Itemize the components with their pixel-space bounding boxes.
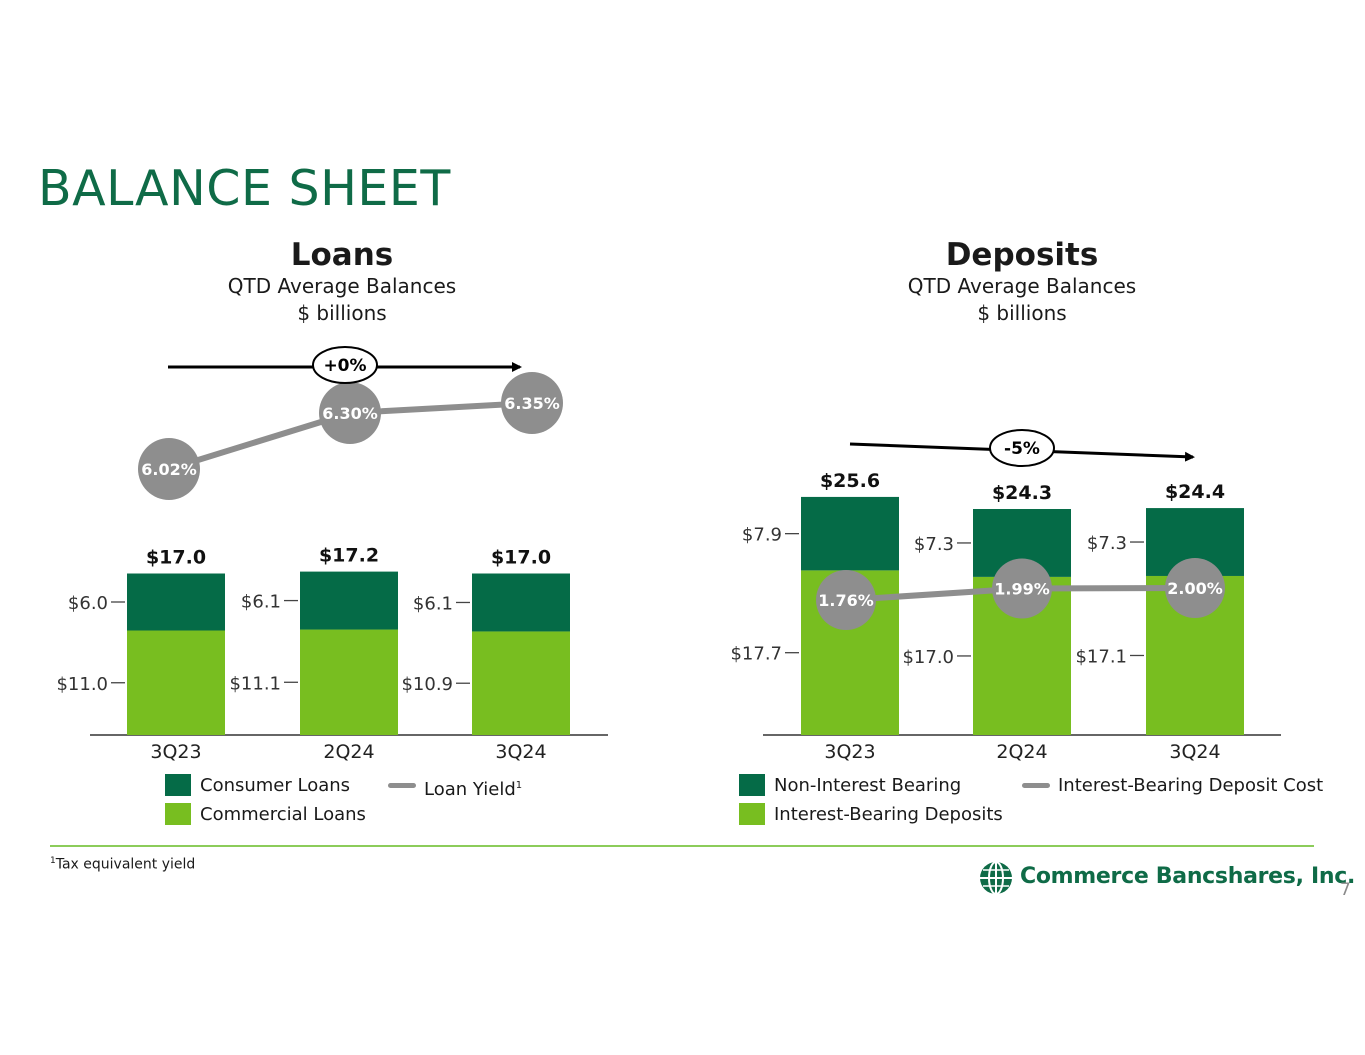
bar-segment-consumer-loans [300,571,398,630]
change-badge-label: -5% [1004,439,1040,459]
segment-value-label: $17.0 [902,647,954,668]
bar-total-label: $17.2 [319,545,379,567]
bar-total-label: $24.3 [992,482,1052,504]
bar-total-label: $17.0 [491,547,551,569]
globe-icon [980,861,1012,895]
line-point [138,438,200,500]
deposits-subtitle-1: QTD Average Balances [907,274,1137,298]
segment-value-label: $17.1 [1075,646,1127,667]
line-point [1165,558,1225,618]
legend-label: Loan Yield1 [424,774,522,802]
line-point-label: 1.76% [818,591,874,610]
bar-segment-commercial-loans [300,629,398,735]
page-title: BALANCE SHEET [38,160,451,217]
x-tick-label: 2Q24 [323,741,374,763]
line-point-label: 1.99% [994,580,1050,599]
bar-segment-commercial-loans [472,631,570,735]
x-tick-label: 3Q23 [150,741,201,763]
segment-value-label: $11.1 [229,673,281,694]
segment-value-label: $11.0 [56,674,108,695]
segment-value-label: $6.0 [68,593,108,614]
line-point [501,372,563,434]
line-point [992,558,1052,619]
legend-label: Non-Interest Bearing [774,775,962,796]
loans-header: Loans QTD Average Balances $ billions [142,237,542,327]
change-badge [312,346,378,384]
loans-chart: $11.0 $6.0 $17.0 3Q23 $11.1 $6.1 $17.2 2Q24 $10.… [56,346,608,763]
bar-segment-consumer-loans [127,573,225,631]
legend-yield-sup: 1 [515,780,523,791]
footnote: 1Tax equivalent yield [50,856,195,873]
x-tick-label: 2Q24 [996,741,1047,763]
segment-value-label: $6.1 [241,592,281,613]
loans-title: Loans [290,237,394,273]
legend-swatch-light [739,803,765,825]
legend-line-gray [388,783,416,788]
legend-label: Interest-Bearing Deposit Cost [1058,775,1324,796]
deposits-chart: $17.7 $7.9 $25.6 3Q23 $17.0 $7.3 $24.3 2Q24 $17.… [730,429,1281,763]
line-point [319,382,381,444]
legend-label: Consumer Loans [200,775,351,796]
x-tick-label: 3Q24 [495,741,546,763]
footnote-mark: 1 [50,856,56,866]
legend-yield-text: Loan Yield [424,779,516,800]
segment-value-label: $7.3 [914,534,954,555]
change-badge-label: +0% [323,356,366,376]
bar-total-label: $24.4 [1165,481,1225,503]
line-point-label: 6.30% [322,404,378,423]
bar-total-label: $17.0 [146,547,206,569]
segment-value-label: $7.9 [742,525,782,546]
footnote-text: Tax equivalent yield [55,856,196,873]
segment-value-label: $7.3 [1087,533,1127,554]
deposits-title: Deposits [945,237,1099,273]
segment-value-label: $6.1 [413,593,453,614]
bar-segment-consumer-loans [472,573,570,632]
legend-swatch-dark [165,774,191,796]
footer-rule [50,845,1314,847]
segment-value-label: $17.7 [730,644,782,665]
legend-label: Commercial Loans [200,804,366,825]
bar-segment-non-interest-bearing [801,496,899,571]
legend-swatch-light [165,803,191,825]
line-point [816,570,876,630]
segment-value-label: $10.9 [401,674,453,695]
line-point-label: 6.02% [141,460,197,479]
change-badge [989,429,1055,467]
x-tick-label: 3Q24 [1169,741,1220,763]
legend-swatch-dark [739,774,765,796]
legend-label: Interest-Bearing Deposits [774,804,1003,825]
line-point-label: 2.00% [1167,579,1223,598]
deposits-header: Deposits QTD Average Balances $ billions [822,237,1222,327]
bar-segment-commercial-loans [127,630,225,735]
x-tick-label: 3Q23 [824,741,875,763]
loans-subtitle-1: QTD Average Balances [227,274,457,298]
company-name: Commerce Bancshares, Inc. [1020,864,1356,889]
line-point-label: 6.35% [504,394,560,413]
page-number: 7 [1340,880,1351,900]
loans-subtitle-2: $ billions [297,301,387,325]
deposits-subtitle-2: $ billions [977,301,1067,325]
legend-line-gray [1022,783,1050,788]
bar-total-label: $25.6 [820,470,880,492]
